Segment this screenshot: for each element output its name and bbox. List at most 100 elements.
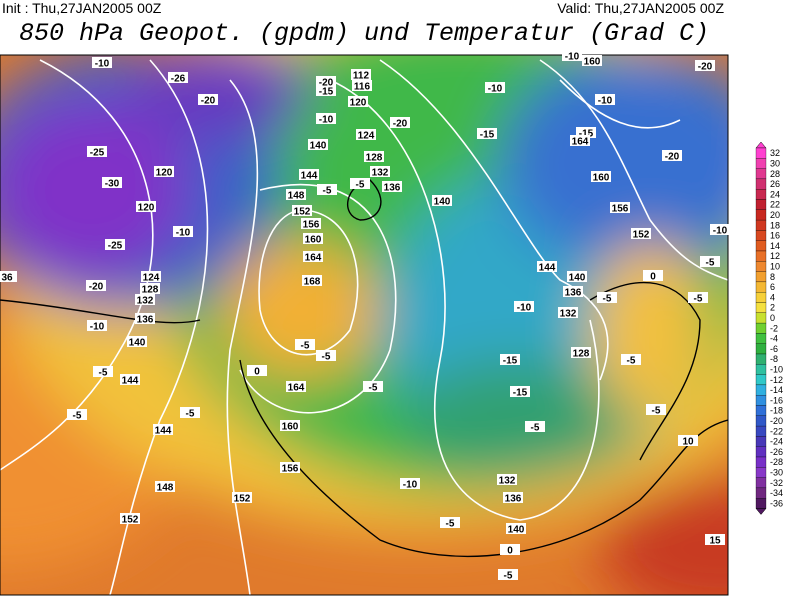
- contour-label-box: [710, 224, 730, 235]
- colorbar-label: 2: [770, 303, 775, 313]
- colorbar-swatch: [755, 230, 767, 241]
- contour-label-box: [432, 195, 452, 206]
- contour-label-box: [102, 177, 122, 188]
- contour-label-box: [180, 407, 200, 418]
- contour-label-box: [141, 271, 161, 282]
- contour-label-box: [120, 374, 140, 385]
- colorbar-label: 28: [770, 169, 780, 179]
- contour-label-box: [295, 339, 315, 350]
- colorbar-swatch: [755, 364, 767, 375]
- contour-label: 140: [129, 338, 146, 349]
- colorbar-label: 8: [770, 272, 775, 282]
- contour-label: -15: [503, 356, 518, 367]
- contour-label-box: [503, 492, 523, 503]
- colorbar-label: -10: [770, 364, 783, 374]
- contour-label-box: [198, 94, 218, 105]
- colorbar-swatch: [755, 395, 767, 406]
- contour-label: 120: [156, 168, 173, 179]
- contour-label: 0: [507, 546, 513, 557]
- colorbar-label: 10: [770, 261, 780, 271]
- contour-label: -10: [517, 303, 532, 314]
- contour-label-box: [93, 366, 113, 377]
- contour-label-box: [135, 313, 155, 324]
- colorbar-label: -32: [770, 478, 783, 488]
- colorbar-swatch: [755, 189, 767, 200]
- contour-label: -5: [652, 406, 661, 417]
- contour-label: 156: [612, 204, 629, 215]
- contour-label-box: [571, 347, 591, 358]
- contour-label-box: [154, 166, 174, 177]
- contour-label: 148: [288, 191, 305, 202]
- contour-label-box: [370, 166, 390, 177]
- contour-label: 144: [539, 263, 556, 274]
- contour-label: -10: [403, 480, 418, 491]
- colorbar-swatch: [755, 374, 767, 386]
- colorbar-swatch: [755, 219, 767, 231]
- contour-label: -10: [488, 84, 503, 95]
- valid-time: Valid: Thu,27JAN2005 00Z: [557, 0, 724, 16]
- contour-label: 120: [138, 203, 155, 214]
- contour-label-box: [0, 271, 17, 282]
- contour-label: 112: [353, 71, 370, 82]
- contour-label: -20: [698, 62, 713, 73]
- contour-label-box: [646, 404, 666, 415]
- contour-label: -5: [301, 341, 310, 352]
- contour-label: 132: [499, 476, 516, 487]
- colorbar-swatch: [755, 343, 767, 355]
- colorbar-label: -24: [770, 437, 783, 447]
- colorbar-swatch: [755, 271, 767, 283]
- contour-label: 132: [372, 168, 389, 179]
- contour-label: -5: [627, 356, 636, 367]
- colorbar-swatch: [755, 199, 767, 210]
- contour-label-box: [514, 301, 534, 312]
- colorbar-label: -6: [770, 344, 778, 354]
- colorbar-label: -30: [770, 467, 783, 477]
- colorbar-swatch: [755, 312, 767, 324]
- colorbar-swatch: [755, 292, 767, 303]
- contour-label: -5: [504, 571, 513, 582]
- contour-label-box: [500, 544, 520, 555]
- contour-label: 136: [137, 315, 154, 326]
- contour-label: 168: [304, 277, 321, 288]
- contour-label: -20: [319, 78, 334, 89]
- colorbar-label: 32: [770, 148, 780, 158]
- contour-label: 136: [565, 288, 582, 299]
- contour-label-box: [390, 117, 410, 128]
- contour-label-box: [316, 350, 336, 361]
- contour-label-box: [86, 280, 106, 291]
- contour-label: 132: [137, 296, 154, 307]
- contour-label: -5: [446, 519, 455, 530]
- contour-label-box: [302, 275, 322, 286]
- contour-label-box: [87, 320, 107, 331]
- contour-label-box: [610, 202, 630, 213]
- contour-label: 160: [584, 57, 601, 68]
- contour-label: 140: [508, 525, 525, 536]
- colorbar-label: 26: [770, 179, 780, 189]
- contour-label: -5: [356, 180, 365, 191]
- contour-label-box: [316, 76, 336, 87]
- colorbar-swatch: [755, 384, 767, 396]
- contour-label: -5: [73, 411, 82, 422]
- contour-label: -10: [713, 226, 728, 237]
- contour-label-box: [168, 72, 188, 83]
- contour-label: -10: [176, 228, 191, 239]
- colorbar-label: 30: [770, 158, 780, 168]
- contour-label: 0: [254, 367, 260, 378]
- colorbar-label: -34: [770, 488, 783, 498]
- contour-label: 144: [155, 426, 172, 437]
- contour-label-box: [105, 239, 125, 250]
- contour-label-box: [247, 365, 267, 376]
- contour-label: -5: [369, 383, 378, 394]
- contour-label: 124: [358, 131, 375, 142]
- contour-label: 10: [682, 437, 694, 448]
- colorbar-swatch: [755, 415, 767, 427]
- map-title: 850 hPa Geopot. (gpdm) und Temperatur (G…: [19, 19, 709, 48]
- contour-label-box: [506, 523, 526, 534]
- contour-label-box: [316, 85, 336, 96]
- contour-label: 164: [305, 253, 322, 264]
- contour-label-box: [595, 94, 615, 105]
- contour-label: 36: [1, 273, 13, 284]
- contour-label-box: [173, 226, 193, 237]
- contour-label: -15: [319, 87, 334, 98]
- contour-label-box: [510, 386, 530, 397]
